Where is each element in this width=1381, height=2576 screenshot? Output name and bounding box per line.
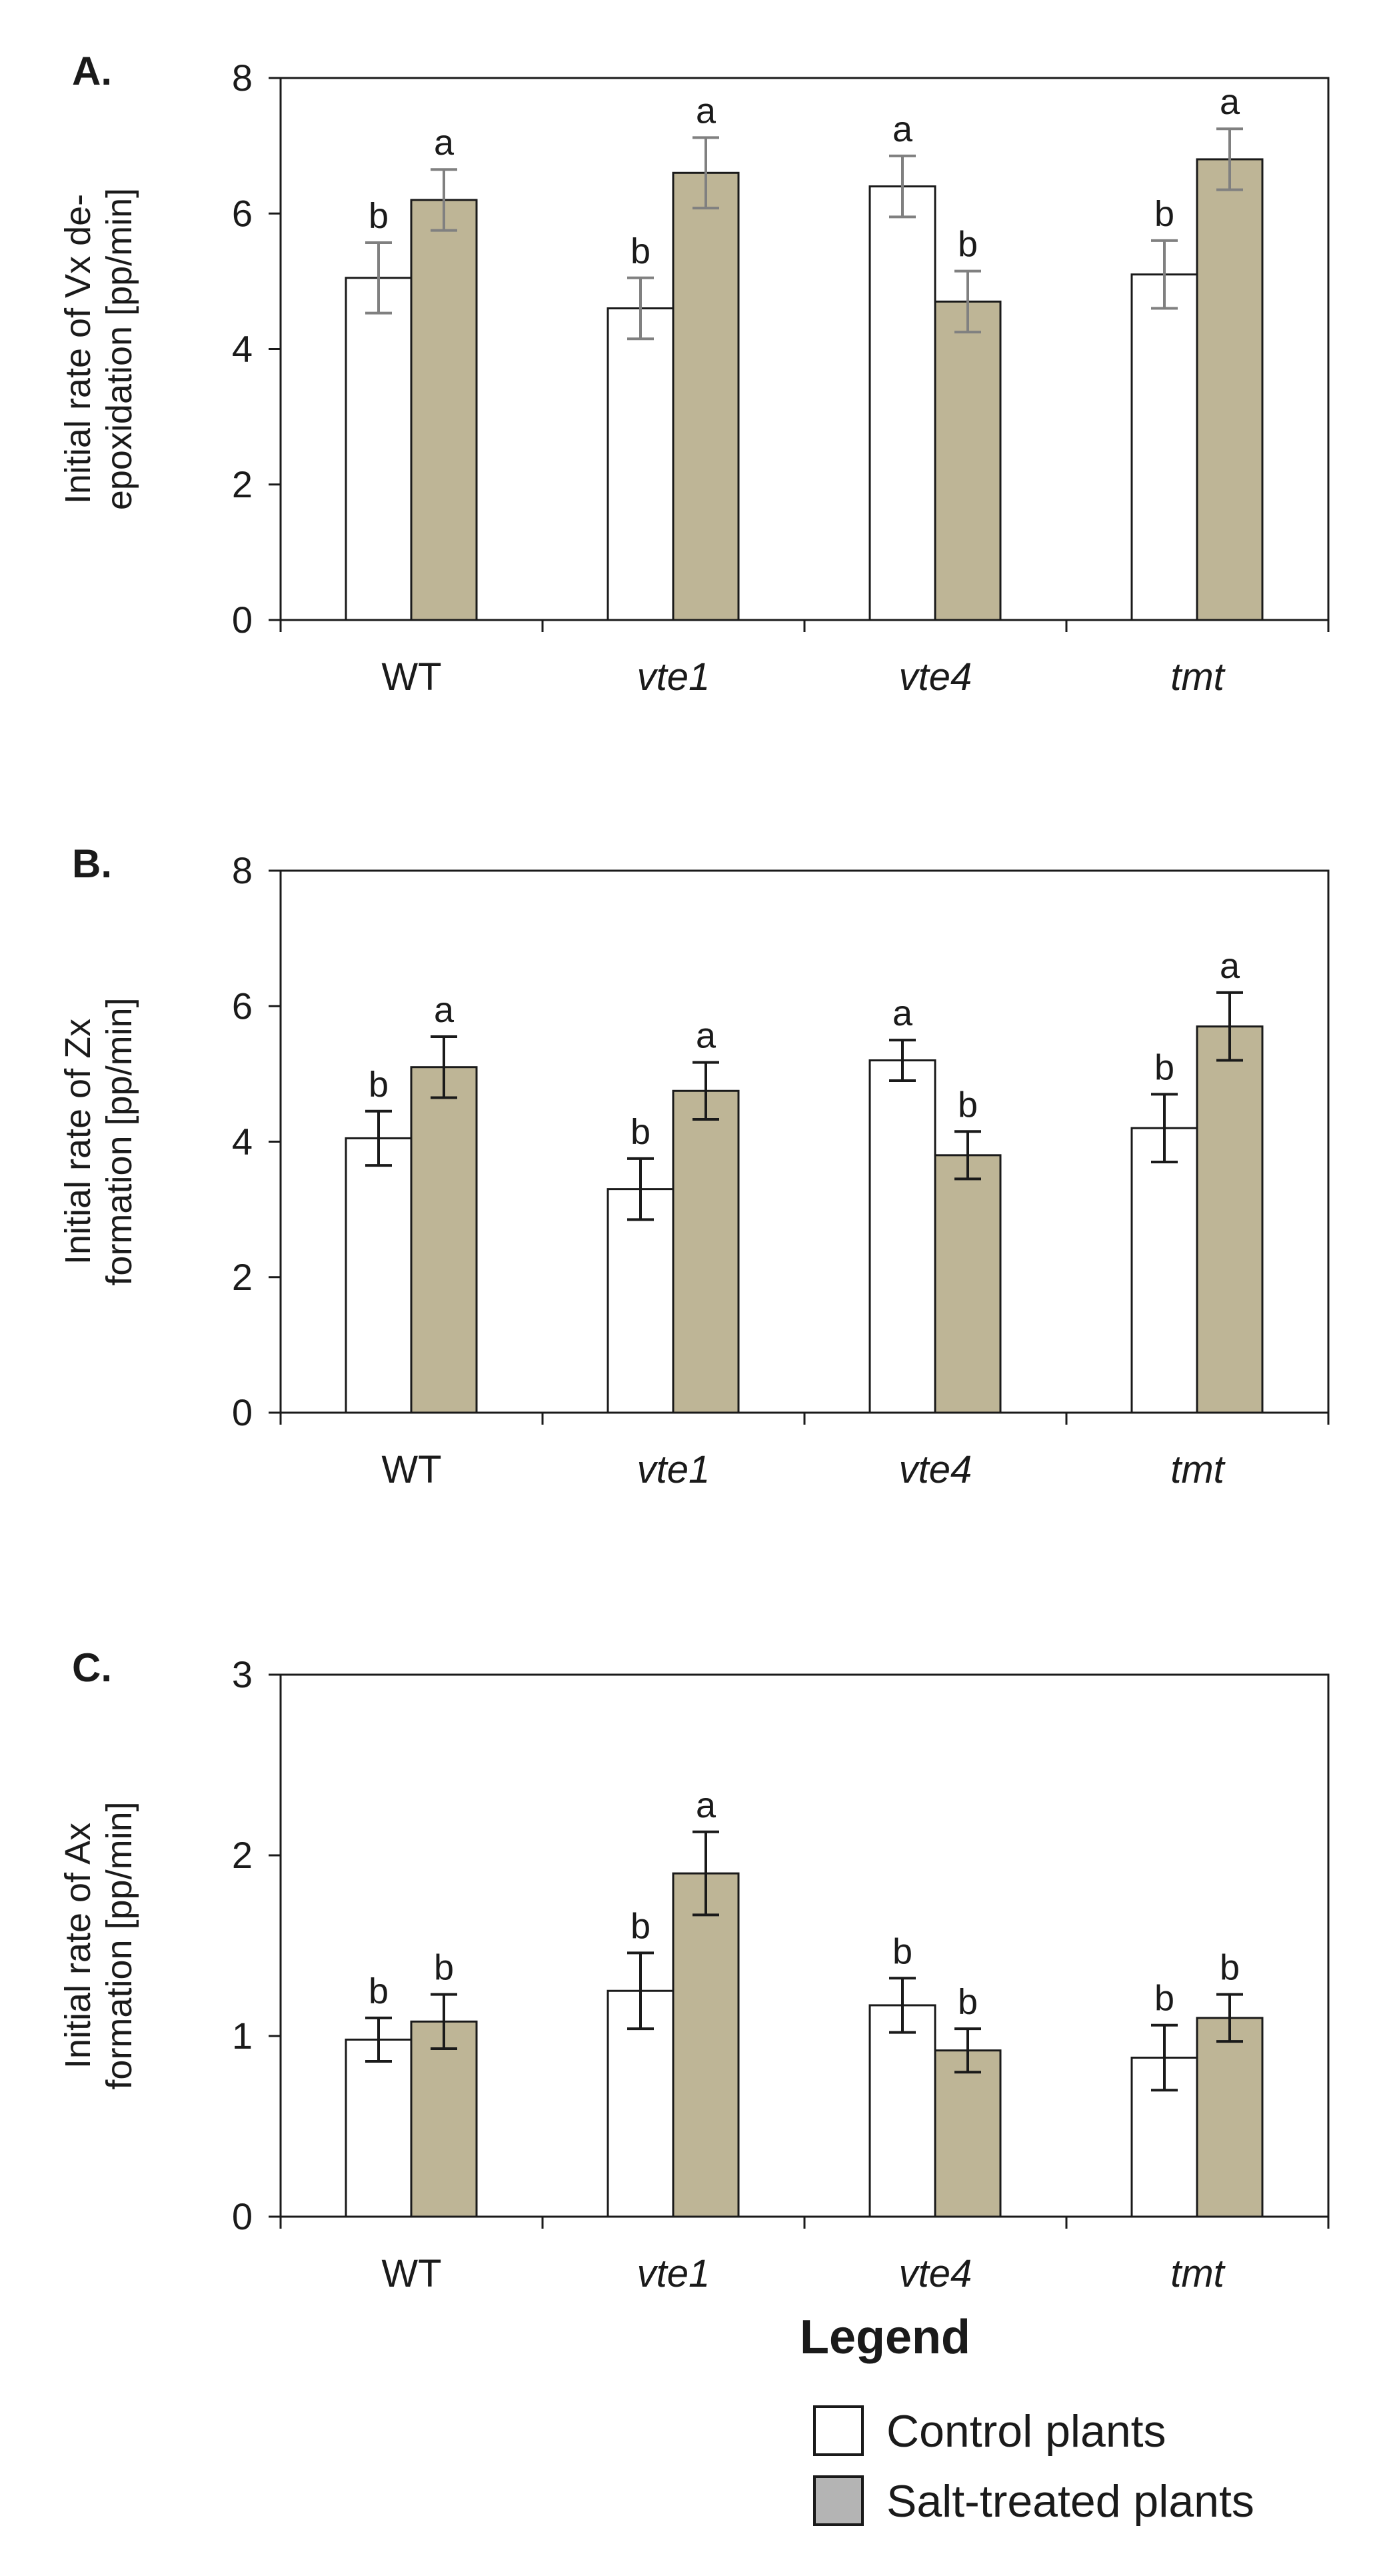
panel-2: B. 0 2 4 6 8 Initial rate of Zxformation [pp/m… [58,841,1330,1491]
significance-label: a [1220,946,1240,986]
bar-control-tmt [1130,1127,1198,1414]
bar-salt-tmt [1196,1025,1264,1414]
bar-control-vte4 [868,2004,936,2218]
category-label: tmt [1170,2252,1226,2295]
y-tick-label: 6 [232,192,253,234]
category-label: vte4 [899,655,972,699]
bar-salt-WT [410,1066,478,1414]
significance-label: a [434,990,455,1030]
significance-label: b [369,1971,389,2011]
significance-label: a [696,91,716,131]
y-axis-label: Initial rate of Zxformation [pp/min] [58,997,139,1285]
y-tick-label: 0 [232,1391,253,1433]
panel-3: C. 0 1 2 3 Initial rate of Axformation [pp/mi… [58,1645,1330,2295]
category-label: vte1 [637,2252,710,2295]
y-tick-label: 8 [232,849,253,891]
significance-label: b [1154,194,1174,234]
category-label: tmt [1170,655,1226,699]
significance-label: b [1154,1047,1174,1087]
y-tick-label: 8 [232,57,253,99]
legend-label-salt: Salt-treated plants [886,2476,1254,2527]
bar-salt-WT [410,199,478,621]
category-label: vte1 [637,1448,710,1491]
legend: Legend Control plants Salt-treated plant… [800,2311,1254,2527]
panel-letter: C. [72,1645,112,1690]
bar-control-WT [345,277,413,621]
bar-control-vte4 [868,1059,936,1414]
bar-salt-WT [410,2020,478,2218]
panel-letter: B. [72,841,112,886]
y-tick-label: 2 [232,1834,253,1876]
significance-label: b [434,1948,454,1988]
y-tick-label: 2 [232,463,253,505]
category-label: vte1 [637,655,710,699]
bar-salt-vte4 [934,2049,1002,2218]
significance-label: a [1220,82,1240,122]
y-tick-label: 4 [232,1121,253,1163]
bar-salt-tmt [1196,158,1264,621]
significance-label: b [1154,1979,1174,2019]
category-label: WT [381,2252,441,2295]
bar-control-tmt [1130,273,1198,621]
category-label: tmt [1170,1448,1226,1491]
charts: A. 0 2 4 6 8 Initial rate of Vx de-epoxidation… [58,49,1330,2295]
y-tick-label: 6 [232,985,253,1027]
legend-swatch-salt [813,2475,864,2526]
panel-1: A. 0 2 4 6 8 Initial rate of Vx de-epoxidation… [58,49,1330,699]
significance-label: b [1220,1948,1240,1988]
bar-salt-tmt [1196,2017,1264,2218]
bar-salt-vte1 [672,1872,740,2218]
bar-control-vte1 [607,1188,675,1414]
bar-control-vte4 [868,185,936,621]
bar-salt-vte4 [934,1154,1002,1414]
y-axis-label: Initial rate of Axformation [pp/min] [58,1801,139,2089]
significance-label: b [369,196,389,236]
y-tick-label: 0 [232,599,253,641]
category-label: vte4 [899,2252,972,2295]
category-label: WT [381,655,441,699]
y-tick-label: 0 [232,2195,253,2237]
legend-swatch-control [813,2405,864,2456]
legend-title: Legend [800,2311,970,2364]
category-label: WT [381,1448,441,1491]
legend-label-control: Control plants [886,2406,1166,2457]
bar-salt-vte1 [672,1089,740,1414]
y-tick-label: 3 [232,1653,253,1695]
significance-label: a [892,109,913,149]
significance-label: b [631,1906,651,1946]
significance-label: b [631,1112,651,1152]
bar-control-WT [345,1137,413,1414]
significance-label: a [892,993,913,1033]
bar-control-WT [345,2038,413,2218]
bar-salt-vte4 [934,300,1002,621]
y-tick-label: 4 [232,328,253,370]
significance-label: b [958,1982,978,2022]
panel-letter: A. [72,49,112,93]
significance-label: a [434,123,455,163]
y-tick-label: 1 [232,2015,253,2057]
y-axis-label: Initial rate of Vx de-epoxidation [pp/mi… [58,188,139,510]
significance-label: b [369,1065,389,1105]
significance-label: a [696,1016,716,1056]
significance-label: b [958,225,978,265]
bar-control-vte1 [607,307,675,621]
significance-label: b [958,1085,978,1125]
category-label: vte4 [899,1448,972,1491]
significance-label: b [892,1931,912,1971]
y-tick-label: 2 [232,1256,253,1298]
significance-label: b [631,231,651,271]
bar-salt-vte1 [672,171,740,621]
significance-label: a [696,1785,716,1825]
